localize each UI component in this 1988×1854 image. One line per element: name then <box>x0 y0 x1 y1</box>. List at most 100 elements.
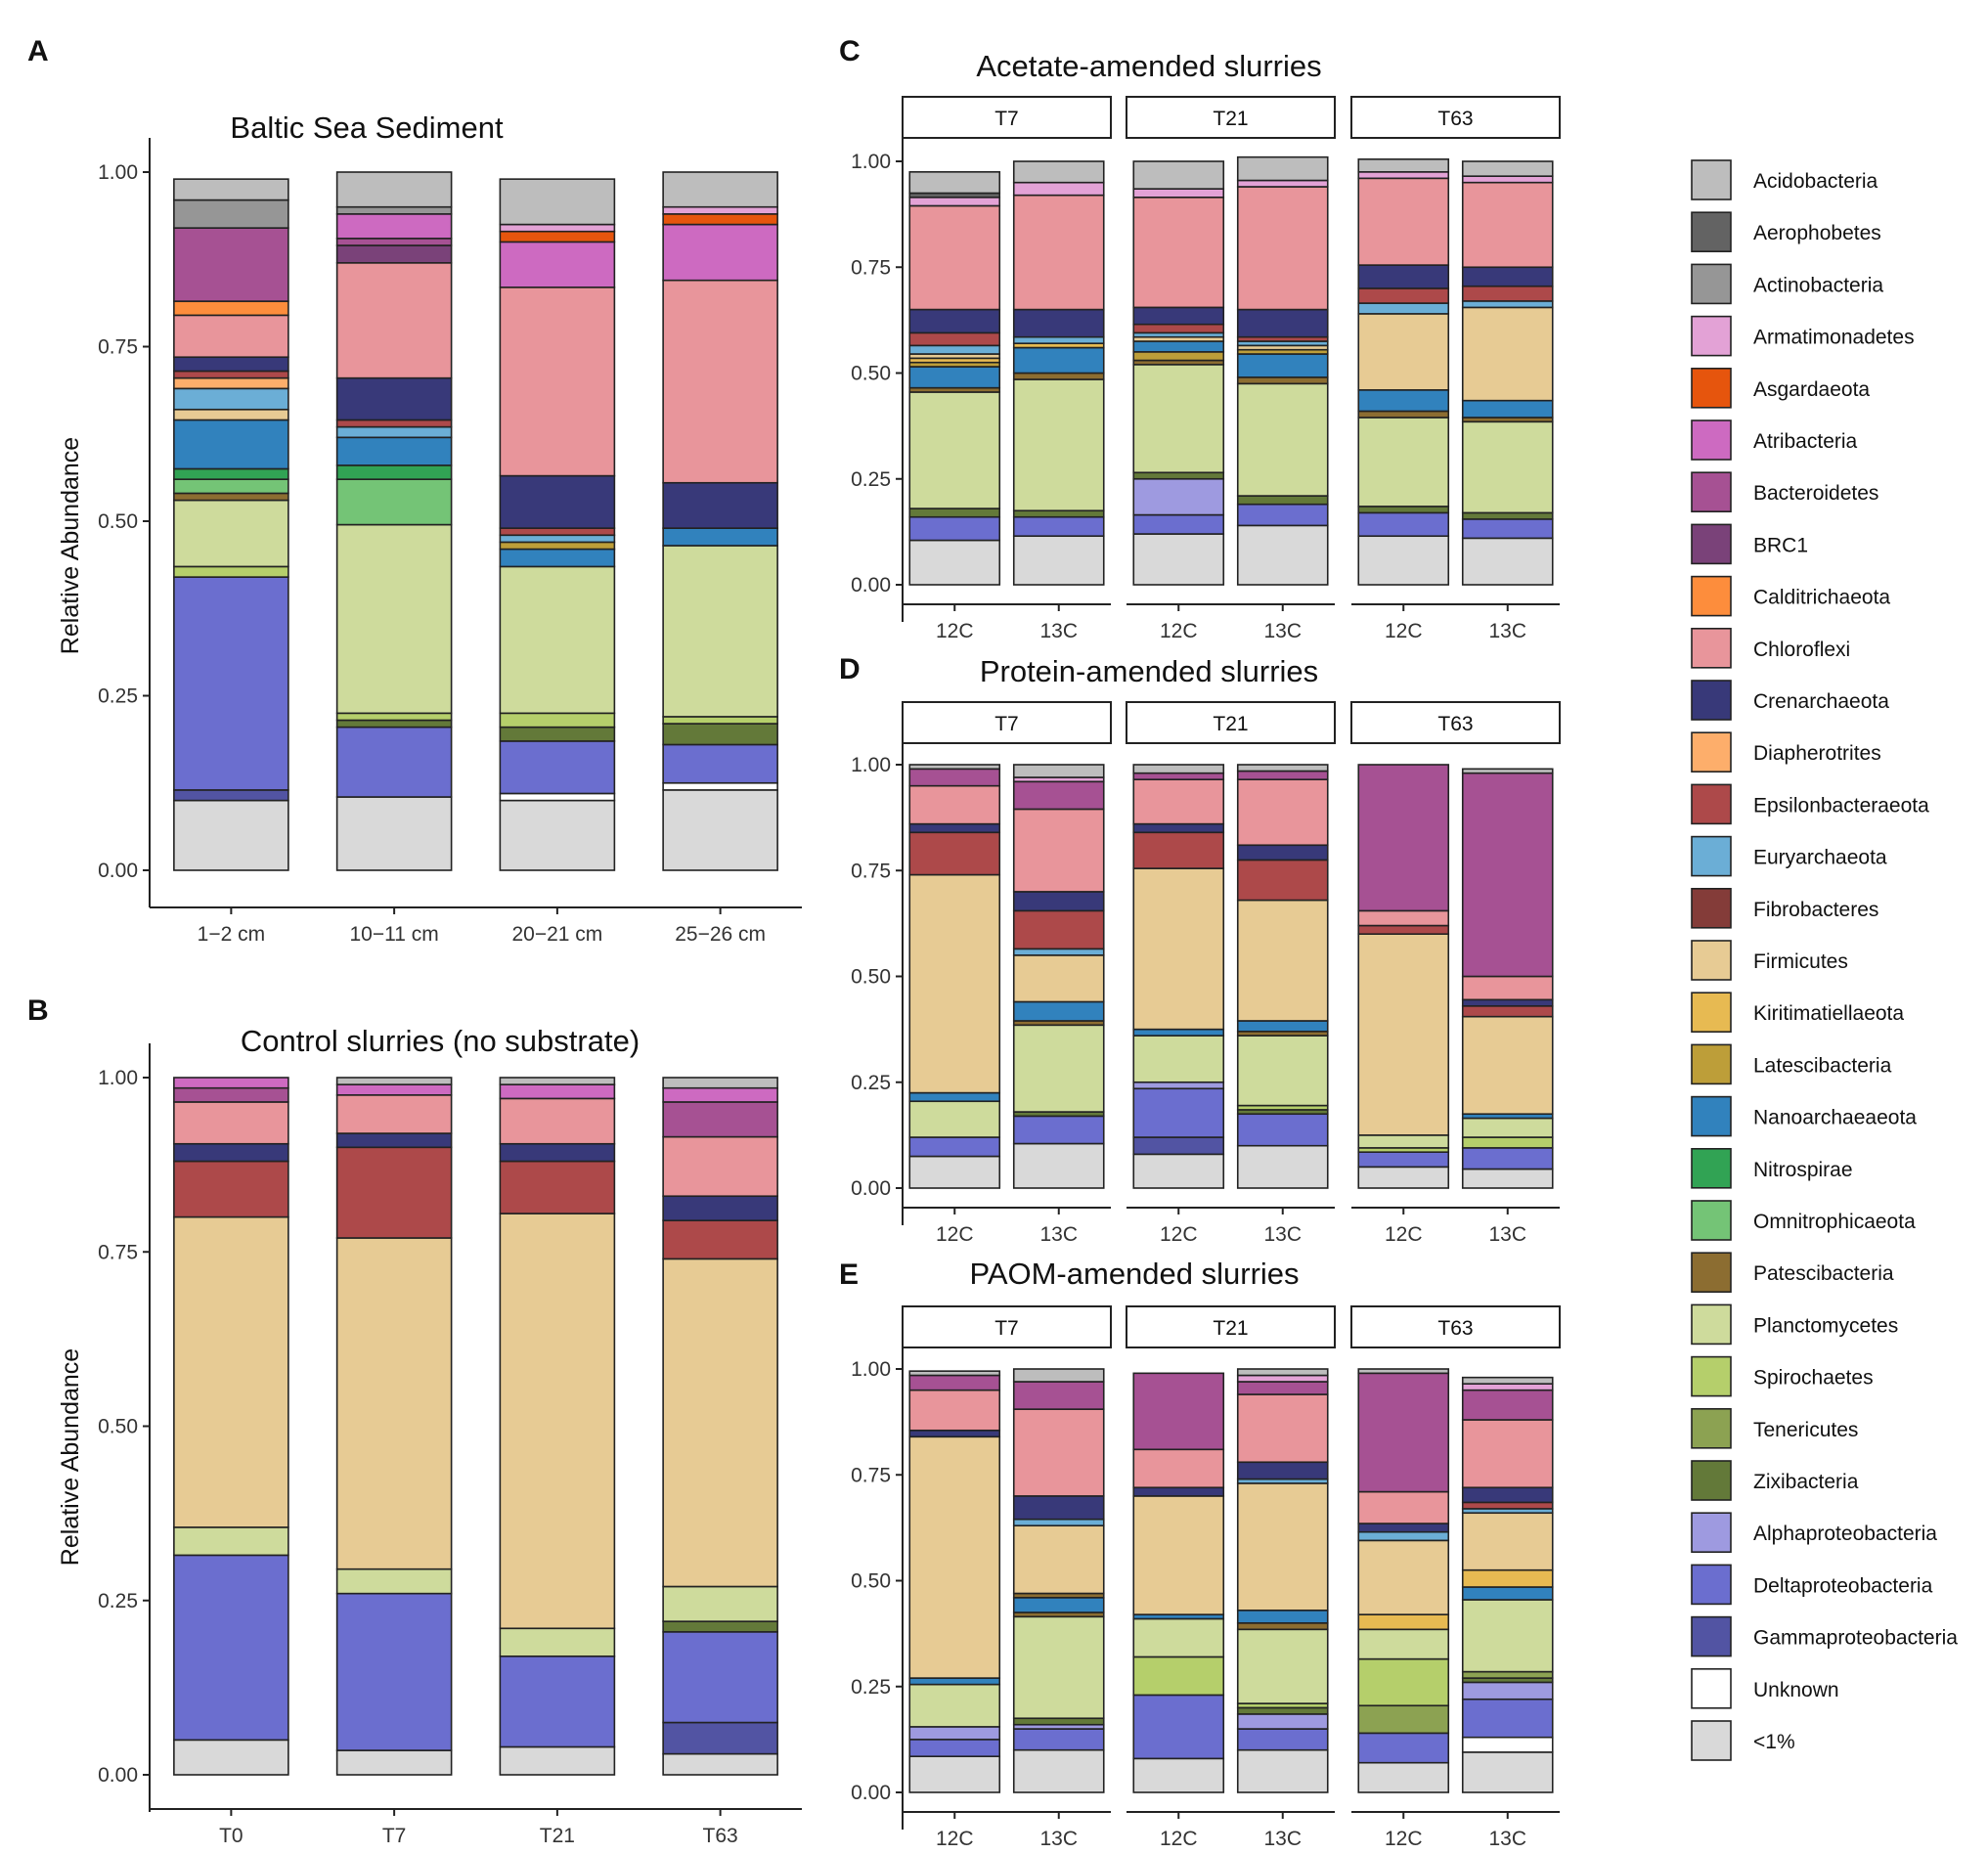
legend-label-nanoarchaeaeota: Nanoarchaeaeota <box>1753 1107 1917 1129</box>
panel-e-f2-bar-1-chloroflexi-13 <box>1461 1419 1554 1489</box>
panel-e-f2-bar-1-deltaproteobacteria-2 <box>1461 1698 1554 1739</box>
panel-a-bar-3-zixibacteria-3 <box>662 723 778 746</box>
legend-swatch-unknown <box>1691 1668 1732 1709</box>
panel-a-ytick-label-1: 0.25 <box>98 685 138 708</box>
panel-d-f2-bar-1-bacteroidetes-9 <box>1461 772 1554 978</box>
panel-a-bar-0-chloroflexi-14 <box>173 314 289 359</box>
panel-e-f1-bar-1-zixibacteria-3 <box>1236 1706 1329 1715</box>
panel-letter-d: D <box>839 653 861 685</box>
panel-e-f1-bar-0-firmicutes-5 <box>1132 1495 1225 1615</box>
legend-label-tenericutes: Tenericutes <box>1753 1419 1858 1441</box>
panel-a-bar-0-omnitrophicaeota-6 <box>173 478 289 495</box>
panel-c-f0-xtick-label-0: 12C <box>936 620 974 642</box>
legend-label-aerophobetes: Aerophobetes <box>1753 222 1881 244</box>
panel-c-f1-bar-1-acidobacteria-13 <box>1236 155 1329 182</box>
panel-b-bar-0-crenarchaeota-5 <box>173 1142 289 1163</box>
panel-e-f0-bar-1-euryarchaeota-9 <box>1012 1518 1105 1527</box>
panel-a-bar-2-1-0 <box>499 799 616 871</box>
legend-swatch-gammaproteobacteria <box>1691 1615 1732 1657</box>
panel-e-f2-bar-1-kiritimatiellaeota-8 <box>1461 1568 1554 1588</box>
panel-d-f0-bar-0-firmicutes-4 <box>908 873 1001 1094</box>
panel-e-f2-bar-0-firmicutes-6 <box>1357 1539 1450 1615</box>
panel-c-ytick-label-4: 1.00 <box>851 151 891 173</box>
panel-a-bar-3-chloroflexi-8 <box>662 279 778 484</box>
panel-e-f1-bar-1-acidobacteria-14 <box>1236 1368 1329 1377</box>
panel-d-strip-label-0: T7 <box>994 713 1019 735</box>
legend-swatch-chloroflexi <box>1691 627 1732 669</box>
panel-d-f0-bar-1-nanoarchaeaeota-5 <box>1012 1000 1105 1022</box>
panel-d-f1-bar-1-epsilonbacteraeota-8 <box>1236 859 1329 902</box>
legend-label-crenarchaeota: Crenarchaeota <box>1753 690 1889 713</box>
panel-d-f0-bar-0-1-0 <box>908 1155 1001 1189</box>
panel-d-f1-bar-1-chloroflexi-10 <box>1236 778 1329 847</box>
panel-b-bar-3-chloroflexi-8 <box>662 1135 778 1198</box>
panel-d-strip-2 <box>1350 701 1561 744</box>
panel-c-f1-bar-0-armatimonadetes-13 <box>1132 188 1225 199</box>
panel-e-f0-bar-0-alphaproteobacteria-2 <box>908 1726 1001 1741</box>
panel-e-f0-xtick-label-1: 13C <box>1039 1828 1078 1850</box>
panel-a-bar-0-spirochaetes-3 <box>173 565 289 578</box>
panel-c-f1-bar-0-alphaproteobacteria-2 <box>1132 477 1225 516</box>
panel-b-plot: 0.00 0.25 0.50 0.75 1.00 T0 T7 T21 T63 <box>98 1043 802 1847</box>
legend-swatch-spirochaetes <box>1691 1355 1732 1397</box>
panel-c-f0-bar-0-zixibacteria-2 <box>908 508 1001 518</box>
panel-d-f1-bar-1-acidobacteria-12 <box>1236 764 1329 772</box>
panel-e-ytick-label-3: 0.75 <box>851 1464 891 1486</box>
legend-label-actinobacteria: Actinobacteria <box>1753 274 1883 296</box>
panel-d-f1-bar-0-1-0 <box>1132 1153 1225 1189</box>
panel-c-f0-xtick-label-1: 13C <box>1039 620 1078 642</box>
panel-d-f1-bar-1-planctomycetes-4 <box>1236 1035 1329 1107</box>
panel-e-f1-bar-1-planctomycetes-5 <box>1236 1628 1329 1704</box>
panel-c-f2-bar-0-euryarchaeota-7 <box>1357 302 1450 315</box>
panel-e-f2-bar-1-alphaproteobacteria-3 <box>1461 1681 1554 1700</box>
panel-a-bar-1-brc1-12 <box>335 244 453 264</box>
panel-a-bar-3-planctomycetes-5 <box>662 545 778 718</box>
panel-a-bar-3-asgardaeota-10 <box>662 213 778 226</box>
panel-a-ytick-label-3: 0.75 <box>98 336 138 359</box>
panel-c-ytick-label-3: 0.75 <box>851 256 891 279</box>
panel-e-f0-bar-0-nanoarchaeaeota-4 <box>908 1677 1001 1686</box>
panel-a-bar-2-atribacteria-12 <box>499 241 616 288</box>
legend-label-chloroflexi: Chloroflexi <box>1753 639 1850 661</box>
panel-a-bar-2-nanoarchaeaeota-6 <box>499 548 616 568</box>
panel-a-bar-0-diapherotrites-11 <box>173 376 289 390</box>
legend-label-unknown: Unknown <box>1753 1679 1839 1701</box>
panel-d-f0-xtick-label-1: 13C <box>1039 1223 1078 1246</box>
panel-c-f2-bar-1-deltaproteobacteria-1 <box>1461 518 1554 540</box>
panel-b-ytick-label-0: 0.00 <box>98 1764 138 1787</box>
panel-c-f2-bar-0-chloroflexi-10 <box>1357 177 1450 266</box>
panel-c-f2-bar-0-firmicutes-6 <box>1357 313 1450 391</box>
panel-d-f1-bar-0-firmicutes-6 <box>1132 867 1225 1031</box>
panel-a-bar-1-bacteroidetes-13 <box>335 238 453 246</box>
panel-c-f1-bar-0-nanoarchaeaeota-7 <box>1132 340 1225 353</box>
panel-c-f0-bar-1-chloroflexi-9 <box>1012 194 1105 311</box>
panel-d-f0-bar-1-bacteroidetes-11 <box>1012 780 1105 811</box>
legend-label-deltaproteobacteria: Deltaproteobacteria <box>1753 1574 1933 1597</box>
panel-e-f1-bar-1-alphaproteobacteria-2 <box>1236 1713 1329 1730</box>
panel-a-bar-1-1-0 <box>335 796 453 871</box>
panel-a-bar-1-euryarchaeota-8 <box>335 425 453 439</box>
panel-c-f2-bar-1-epsilonbacteraeota-8 <box>1461 285 1554 302</box>
panel-e-f1-xtick-label-1: 13C <box>1263 1828 1302 1850</box>
panel-c-f2-bar-1-nanoarchaeaeota-5 <box>1461 399 1554 419</box>
legend-label-nitrospirae: Nitrospirae <box>1753 1159 1853 1181</box>
panel-e-f0-bar-1-acidobacteria-13 <box>1012 1368 1105 1383</box>
panel-e-f0-bar-0-bacteroidetes-8 <box>908 1374 1001 1391</box>
panel-a-bar-3-1-0 <box>662 789 778 871</box>
panel-e-f1-bar-1-crenarchaeota-10 <box>1236 1461 1329 1480</box>
panel-c-f2-bar-0-1-0 <box>1357 535 1450 586</box>
panel-b-bar-2-firmicutes-3 <box>499 1213 616 1630</box>
panel-b-bar-1-1-0 <box>335 1749 453 1776</box>
panel-a-bar-0-firmicutes-9 <box>173 408 289 421</box>
panel-c-f1-bar-1-1-0 <box>1236 524 1329 586</box>
panel-b-ytick-label-4: 1.00 <box>98 1067 138 1089</box>
panel-e-f0-bar-1-1-0 <box>1012 1748 1105 1793</box>
legend-label-atribacteria: Atribacteria <box>1753 430 1858 453</box>
panel-a-bar-1-actinobacteria-15 <box>335 205 453 215</box>
panel-b-bar-2-planctomycetes-2 <box>499 1627 616 1657</box>
panel-c-f2-bar-1-1-0 <box>1461 537 1554 586</box>
panel-b-bar-3-1-0 <box>662 1752 778 1776</box>
panel-e-f0-bar-1-planctomycetes-4 <box>1012 1615 1105 1720</box>
panel-d-f1-bar-0-chloroflexi-9 <box>1132 778 1225 825</box>
panel-c-f0-bar-0-epsilonbacteraeota-10 <box>908 331 1001 347</box>
